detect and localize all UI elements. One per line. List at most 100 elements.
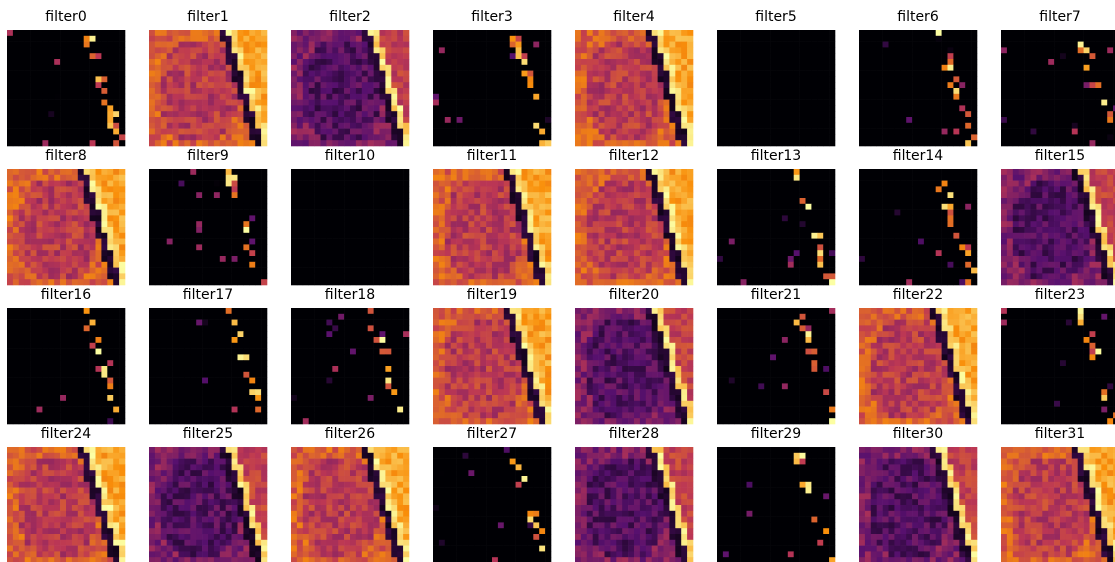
pixel	[503, 256, 510, 263]
pixel	[36, 82, 43, 89]
pixel	[255, 140, 262, 147]
pixel	[717, 70, 724, 77]
pixel	[746, 76, 753, 83]
pixel	[231, 227, 238, 234]
pixel	[776, 117, 783, 124]
pixel	[628, 209, 635, 216]
pixel	[95, 244, 102, 251]
pixel	[202, 105, 209, 112]
pixel	[722, 82, 730, 89]
pixel	[71, 215, 79, 222]
pixel	[326, 227, 333, 234]
pixel	[1113, 117, 1115, 124]
pixel	[225, 232, 232, 239]
pixel	[1083, 117, 1090, 124]
pixel	[628, 99, 635, 106]
pixel	[361, 267, 368, 274]
pixel	[24, 99, 31, 106]
pixel	[657, 47, 664, 54]
pixel	[1071, 122, 1078, 129]
pixel	[776, 70, 783, 77]
pixel	[184, 35, 191, 42]
pixel	[385, 215, 392, 222]
pixel	[859, 117, 866, 124]
pixel	[42, 221, 49, 228]
pixel	[497, 47, 505, 54]
pixel	[480, 105, 487, 112]
pixel	[781, 117, 789, 124]
pixel	[438, 41, 446, 48]
pixel	[870, 41, 877, 48]
pixel	[450, 209, 457, 216]
pixel	[391, 273, 398, 280]
pixel	[486, 192, 493, 199]
pixel	[456, 203, 463, 210]
pixel	[95, 273, 102, 280]
pixel	[107, 209, 114, 216]
pixel	[503, 203, 510, 210]
pixel	[308, 35, 315, 42]
pixel	[781, 64, 789, 71]
pixel	[758, 105, 765, 112]
pixel	[261, 117, 268, 124]
pixel	[12, 134, 20, 141]
pixel	[54, 88, 61, 95]
pixel	[213, 169, 221, 176]
pixel	[379, 134, 386, 141]
pixel	[178, 122, 185, 129]
pixel	[545, 64, 552, 71]
pixel	[113, 244, 120, 251]
pixel	[320, 41, 327, 48]
pixel	[598, 41, 605, 48]
pixel	[918, 59, 925, 66]
pixel	[160, 203, 167, 210]
pixel	[367, 93, 374, 100]
pixel	[758, 122, 765, 129]
pixel	[947, 35, 954, 42]
pixel	[178, 128, 185, 135]
pixel	[923, 70, 931, 77]
pixel	[433, 238, 440, 245]
pixel	[42, 250, 49, 257]
pixel	[326, 111, 333, 118]
pixel	[929, 140, 936, 147]
pixel	[302, 82, 309, 89]
pixel	[675, 76, 682, 83]
pixel	[391, 256, 398, 263]
pixel	[1083, 128, 1090, 135]
pixel	[83, 41, 90, 48]
pixel	[231, 105, 238, 112]
pixel	[598, 192, 605, 199]
pixel	[385, 30, 392, 37]
pixel	[456, 261, 463, 268]
pixel	[403, 227, 410, 234]
pixel	[338, 140, 345, 147]
pixel	[634, 111, 641, 118]
pixel	[66, 47, 73, 54]
pixel	[947, 76, 954, 83]
pixel	[1083, 53, 1090, 60]
pixel	[971, 117, 978, 124]
pixel	[385, 82, 392, 89]
pixel	[947, 99, 954, 106]
pixel	[438, 93, 446, 100]
pixel	[172, 215, 179, 222]
pixel	[12, 267, 20, 274]
pixel	[71, 250, 79, 257]
pixel	[610, 209, 617, 216]
pixel	[249, 209, 256, 216]
pixel	[521, 215, 528, 222]
pixel	[971, 111, 978, 118]
pixel	[36, 169, 43, 176]
pixel	[391, 128, 398, 135]
pixel	[350, 70, 357, 77]
pixel	[1048, 59, 1055, 66]
pixel	[296, 128, 304, 135]
pixel	[296, 111, 304, 118]
pixel	[912, 76, 919, 83]
pixel	[367, 111, 374, 118]
pixel	[663, 198, 670, 205]
pixel	[213, 256, 221, 263]
pixel	[373, 35, 380, 42]
pixel	[249, 169, 256, 176]
